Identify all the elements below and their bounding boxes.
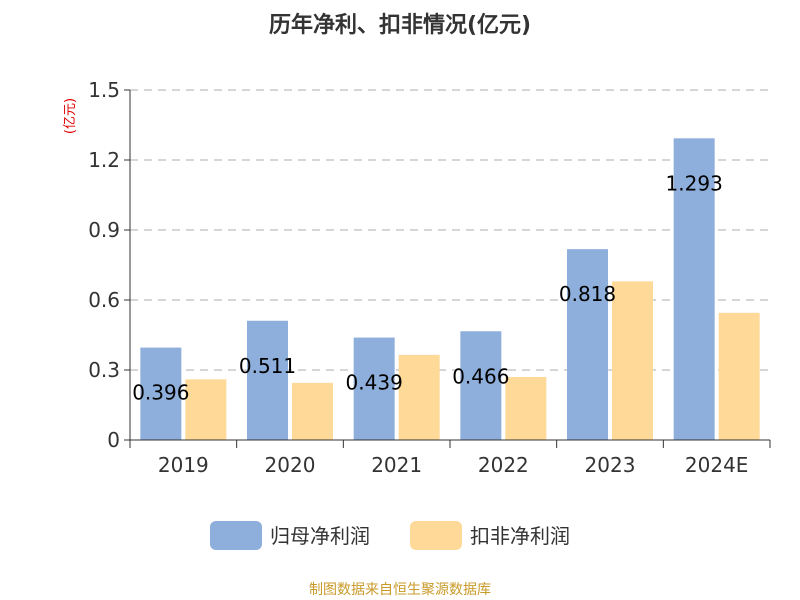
legend-swatch[interactable]: [410, 521, 462, 550]
x-tick-label: 2021: [371, 453, 422, 477]
bar-deducted-profit[interactable]: [292, 382, 333, 440]
y-ticks: 0 0.3 0.6 0.9 1.2 1.5: [88, 78, 120, 452]
x-tick-label: 2024E: [685, 453, 749, 477]
source-note: 制图数据来自恒生聚源数据库: [309, 582, 491, 598]
data-labels: 0.396 0.511 0.439 0.466 0.818 1.293: [132, 171, 723, 404]
y-axis-label: (亿元): [63, 98, 78, 134]
data-label: 0.466: [452, 364, 509, 388]
chart-title: 历年净利、扣非情况(亿元): [269, 12, 531, 38]
x-tick-label: 2019: [158, 453, 209, 477]
data-label: 0.818: [559, 282, 616, 306]
bar-net-profit[interactable]: [353, 337, 395, 440]
x-tick-label: 2023: [585, 453, 636, 477]
bar-net-profit[interactable]: [567, 249, 608, 440]
bar-deducted-profit[interactable]: [398, 354, 440, 440]
bar-net-profit[interactable]: [460, 331, 502, 440]
bar-deducted-profit[interactable]: [718, 312, 760, 440]
bar-deducted-profit[interactable]: [612, 281, 653, 440]
y-tick-label: 1.5: [88, 78, 120, 102]
data-label: 0.396: [132, 381, 189, 405]
gridlines: [130, 89, 770, 371]
x-tick-label: 2022: [478, 453, 529, 477]
legend-label[interactable]: 扣非净利润: [470, 524, 570, 548]
x-ticks: 2019 2020 2021 2022 2023 2024E: [158, 453, 749, 477]
bar-net-profit[interactable]: [673, 138, 715, 441]
y-tick-label: 0: [107, 428, 120, 452]
data-label: 1.293: [666, 171, 723, 195]
bar-deducted-profit[interactable]: [505, 377, 547, 440]
axes: [124, 89, 771, 448]
y-tick-label: 0.6: [88, 288, 120, 312]
data-label: 0.439: [346, 371, 403, 395]
legend-label[interactable]: 归母净利润: [270, 524, 370, 548]
bar-net-profit[interactable]: [247, 320, 288, 440]
y-tick-label: 0.9: [88, 218, 120, 242]
data-label: 0.511: [239, 354, 296, 378]
bars: [140, 138, 760, 441]
legend-swatch[interactable]: [210, 521, 262, 550]
bar-deducted-profit[interactable]: [185, 379, 227, 440]
x-tick-label: 2020: [265, 453, 316, 477]
legend[interactable]: 归母净利润 扣非净利润: [210, 521, 570, 550]
bar-net-profit[interactable]: [140, 347, 182, 440]
y-tick-label: 0.3: [88, 358, 120, 382]
y-tick-label: 1.2: [88, 148, 120, 172]
